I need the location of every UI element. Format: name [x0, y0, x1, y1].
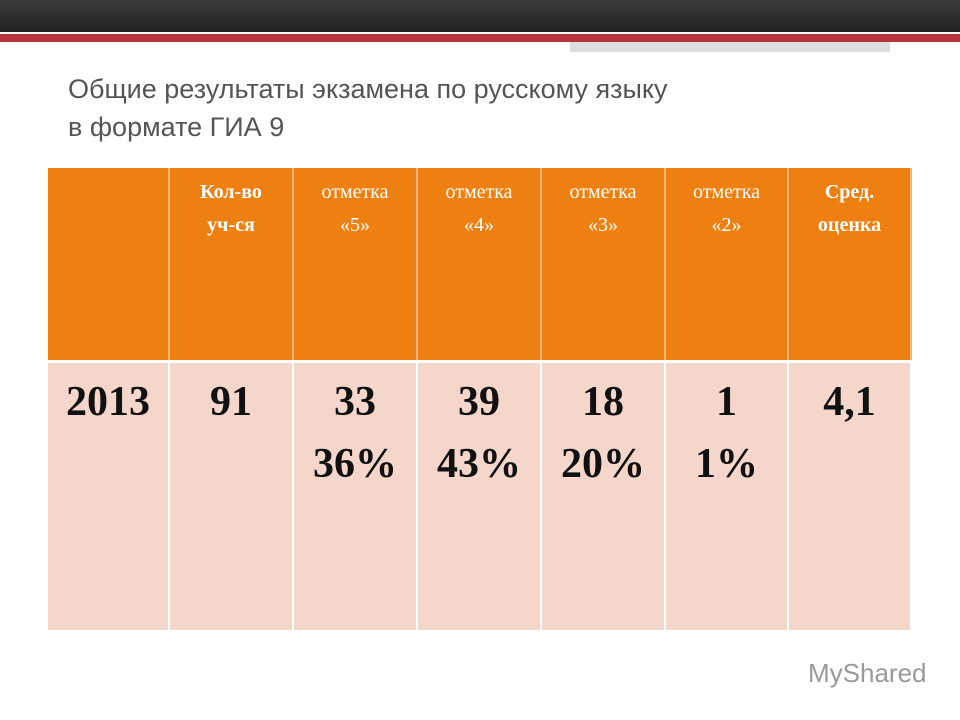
cell-line: 91 [210, 379, 252, 425]
table-cell: 18 20% [542, 360, 666, 630]
header-cell [48, 168, 170, 360]
cell-line: 18 [582, 379, 624, 425]
watermark: MyShared [808, 658, 927, 688]
cell-line: Кол-во [200, 181, 262, 203]
cell-line: 1 [716, 379, 737, 425]
cell-line: 36% [313, 441, 397, 487]
cell-line: 33 [334, 379, 376, 425]
accent-line [570, 42, 890, 52]
top-bar [0, 0, 960, 32]
header-cell: Кол-во уч-ся [170, 168, 294, 360]
cell-line: «3» [588, 214, 618, 236]
header-cell: отметка «3» [542, 168, 666, 360]
cell-line: отметка [445, 181, 513, 203]
cell-line: «4» [464, 214, 494, 236]
cell-line: Сред. [824, 181, 875, 203]
cell-line: отметка [569, 181, 637, 203]
table-cell: 91 [170, 360, 294, 630]
cell-line: 2013 [66, 379, 150, 425]
title: Общие результаты экзамена по русскому яз… [68, 70, 668, 146]
table-cell: 4,1 [789, 360, 912, 630]
table-cell: 1 1% [666, 360, 789, 630]
cell-line: 20% [561, 441, 645, 487]
table-cell: 33 36% [294, 360, 418, 630]
cell-line: отметка [321, 181, 389, 203]
cell-line: «5» [340, 214, 370, 236]
header-cell: отметка «4» [418, 168, 542, 360]
cell-line: 39 [458, 379, 500, 425]
header-cell: отметка «2» [666, 168, 789, 360]
cell-line: «2» [711, 214, 742, 236]
cell-line: 1% [695, 441, 758, 487]
header-cell: отметка «5» [294, 168, 418, 360]
cell-line: уч-ся [207, 214, 255, 236]
table-cell: 2013 [48, 360, 170, 630]
table-cell: 39 43% [418, 360, 542, 630]
cell-line: 43% [437, 441, 521, 487]
accent-line [0, 34, 960, 42]
title-line: в формате ГИА 9 [68, 112, 285, 142]
cell-line: 4,1 [823, 379, 876, 425]
table: Кол-во уч-ся отметка «5» отметка «4» отметка «3… [48, 168, 912, 630]
cell-line: отметка [692, 181, 761, 203]
header-cell: Сред. оценка [789, 168, 912, 360]
title-line: Общие результаты экзамена по русскому яз… [68, 74, 668, 104]
cell-line: оценка [817, 214, 882, 236]
